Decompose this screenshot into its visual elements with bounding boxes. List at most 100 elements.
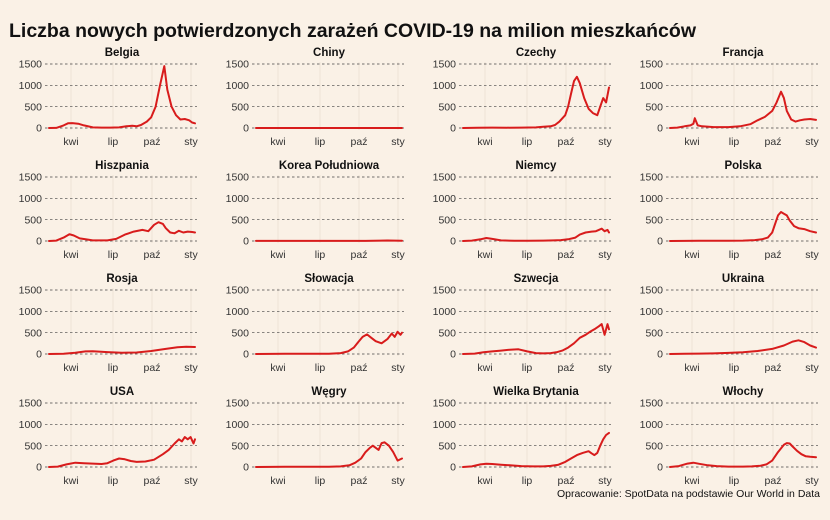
- x-tick-label: sty: [184, 136, 198, 148]
- x-tick-label: paź: [765, 136, 782, 148]
- x-tick-label: paź: [144, 249, 161, 261]
- y-tick-label: 500: [231, 101, 249, 113]
- series-line: [462, 431, 610, 468]
- x-tick-label: lip: [522, 136, 533, 148]
- y-tick-label: 0: [36, 349, 42, 361]
- panel-title: Rosja: [106, 273, 138, 285]
- y-tick-label: 0: [243, 236, 249, 248]
- y-tick-label: 500: [24, 214, 42, 226]
- x-tick-label: kwi: [477, 136, 492, 148]
- y-tick-label: 1500: [640, 172, 664, 184]
- series-line: [669, 442, 817, 468]
- series-line: [48, 221, 196, 242]
- x-tick-label: lip: [108, 362, 119, 374]
- y-tick-label: 1500: [19, 172, 43, 184]
- y-tick-label: 500: [645, 327, 663, 339]
- panel-title: Czechy: [516, 47, 557, 59]
- x-tick-label: sty: [391, 136, 405, 148]
- y-tick-label: 500: [24, 327, 42, 339]
- panel-title: USA: [110, 386, 134, 398]
- x-tick-label: sty: [391, 362, 405, 374]
- y-tick-label: 1000: [640, 80, 664, 92]
- series-line: [255, 330, 403, 355]
- x-tick-label: lip: [315, 249, 326, 261]
- y-tick-label: 0: [243, 349, 249, 361]
- y-tick-label: 500: [645, 440, 663, 452]
- panel-14: Węgry 0 500 1000 1500 kwi lip paź sty: [226, 386, 406, 487]
- y-tick-label: 1500: [433, 285, 457, 297]
- y-tick-label: 0: [36, 123, 42, 135]
- panel-8: Polska 0 500 1000 1500 kwi lip paź sty: [640, 160, 820, 261]
- x-tick-label: lip: [315, 475, 326, 487]
- y-tick-label: 500: [645, 101, 663, 113]
- panel-title: Chiny: [313, 47, 346, 59]
- y-tick-label: 0: [36, 462, 42, 474]
- x-tick-label: paź: [558, 475, 575, 487]
- panel-2: Chiny 0 500 1000 1500 kwi lip paź sty: [226, 47, 406, 148]
- x-tick-label: paź: [765, 249, 782, 261]
- panel-title: Korea Południowa: [279, 160, 380, 172]
- x-tick-label: paź: [765, 362, 782, 374]
- x-tick-label: paź: [351, 362, 368, 374]
- x-tick-label: kwi: [684, 362, 699, 374]
- y-tick-label: 500: [24, 101, 42, 113]
- x-tick-label: sty: [391, 249, 405, 261]
- panel-7: Niemcy 0 500 1000 1500 kwi lip paź sty: [433, 160, 613, 261]
- series-line: [48, 436, 196, 468]
- y-tick-label: 0: [36, 236, 42, 248]
- y-tick-label: 1500: [19, 59, 43, 71]
- x-tick-label: sty: [184, 362, 198, 374]
- series-line: [48, 65, 196, 129]
- x-tick-label: paź: [558, 249, 575, 261]
- y-tick-label: 1000: [19, 306, 43, 318]
- x-tick-label: kwi: [270, 475, 285, 487]
- y-tick-label: 500: [231, 214, 249, 226]
- x-tick-label: lip: [729, 136, 740, 148]
- y-tick-label: 0: [657, 349, 663, 361]
- panel-title: Wielka Brytania: [493, 386, 579, 398]
- panel-3: Czechy 0 500 1000 1500 kwi lip paź sty: [433, 47, 613, 148]
- y-tick-label: 1000: [433, 193, 457, 205]
- y-tick-label: 0: [450, 462, 456, 474]
- x-tick-label: sty: [391, 475, 405, 487]
- x-tick-label: sty: [805, 249, 819, 261]
- y-tick-label: 1000: [433, 80, 457, 92]
- panel-title: Włochy: [723, 386, 764, 398]
- series-line: [255, 441, 403, 468]
- x-tick-label: lip: [522, 362, 533, 374]
- panel-title: Belgia: [105, 47, 140, 59]
- x-tick-label: sty: [598, 136, 612, 148]
- x-tick-label: paź: [351, 136, 368, 148]
- x-tick-label: paź: [144, 136, 161, 148]
- series-line: [669, 211, 817, 242]
- y-tick-label: 1000: [433, 419, 457, 431]
- panel-15: Wielka Brytania 0 500 1000 1500 kwi lip paź sty: [433, 386, 613, 487]
- y-tick-label: 1500: [433, 59, 457, 71]
- y-tick-label: 0: [243, 462, 249, 474]
- x-tick-label: lip: [729, 362, 740, 374]
- x-tick-label: lip: [522, 249, 533, 261]
- x-tick-label: lip: [108, 249, 119, 261]
- x-tick-label: kwi: [477, 362, 492, 374]
- panel-1: Belgia 0 500 1000 1500 kwi lip paź sty: [19, 47, 199, 148]
- panel-title: Polska: [724, 160, 762, 172]
- panel-title: Ukraina: [722, 273, 765, 285]
- y-tick-label: 1500: [19, 285, 43, 297]
- x-tick-label: sty: [598, 475, 612, 487]
- x-tick-label: paź: [351, 249, 368, 261]
- x-tick-label: paź: [351, 475, 368, 487]
- x-tick-label: paź: [765, 475, 782, 487]
- panel-title: Niemcy: [516, 160, 558, 172]
- panel-5: Hiszpania 0 500 1000 1500 kwi lip paź sty: [19, 160, 199, 261]
- panel-10: Słowacja 0 500 1000 1500 kwi lip paź sty: [226, 273, 406, 374]
- x-tick-label: kwi: [270, 136, 285, 148]
- series-line: [462, 227, 610, 242]
- x-tick-label: kwi: [63, 249, 78, 261]
- y-tick-label: 1500: [19, 398, 43, 410]
- series-line: [48, 345, 196, 355]
- panel-4: Francja 0 500 1000 1500 kwi lip paź sty: [640, 47, 820, 148]
- source-note: Opracowanie: SpotData na podstawie Our W…: [556, 488, 820, 500]
- y-tick-label: 1000: [19, 193, 43, 205]
- panel-title: Węgry: [311, 386, 347, 398]
